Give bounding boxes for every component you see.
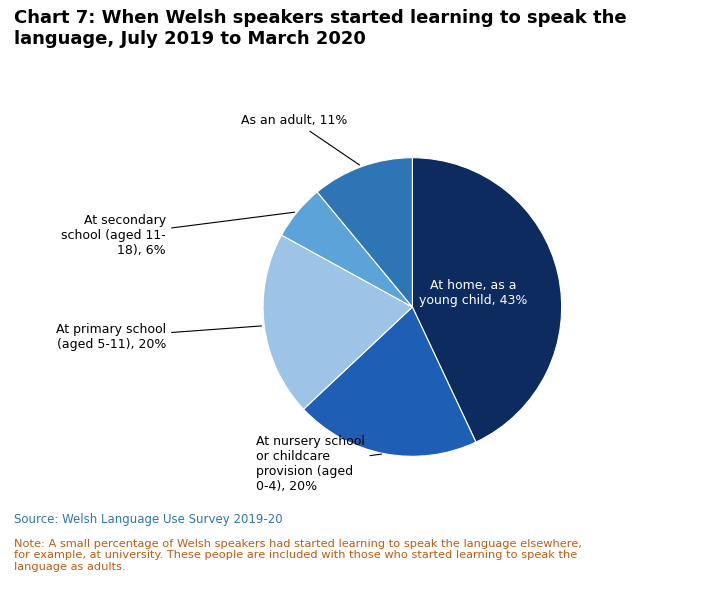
Wedge shape bbox=[317, 158, 412, 307]
Text: At primary school
(aged 5-11), 20%: At primary school (aged 5-11), 20% bbox=[56, 323, 262, 351]
Text: Source: Welsh Language Use Survey 2019-20: Source: Welsh Language Use Survey 2019-2… bbox=[14, 513, 283, 526]
Text: At secondary
school (aged 11-
18), 6%: At secondary school (aged 11- 18), 6% bbox=[61, 213, 294, 257]
Wedge shape bbox=[263, 235, 412, 409]
Text: Chart 7: When Welsh speakers started learning to speak the
language, July 2019 t: Chart 7: When Welsh speakers started lea… bbox=[14, 9, 627, 48]
Text: As an adult, 11%: As an adult, 11% bbox=[241, 114, 360, 165]
Wedge shape bbox=[282, 192, 412, 307]
Text: At nursery school
or childcare
provision (aged
0-4), 20%: At nursery school or childcare provision… bbox=[256, 435, 382, 493]
Wedge shape bbox=[412, 158, 562, 442]
Wedge shape bbox=[304, 307, 476, 456]
Text: Note: A small percentage of Welsh speakers had started learning to speak the lan: Note: A small percentage of Welsh speake… bbox=[14, 539, 582, 572]
Text: At home, as a
young child, 43%: At home, as a young child, 43% bbox=[419, 279, 528, 308]
